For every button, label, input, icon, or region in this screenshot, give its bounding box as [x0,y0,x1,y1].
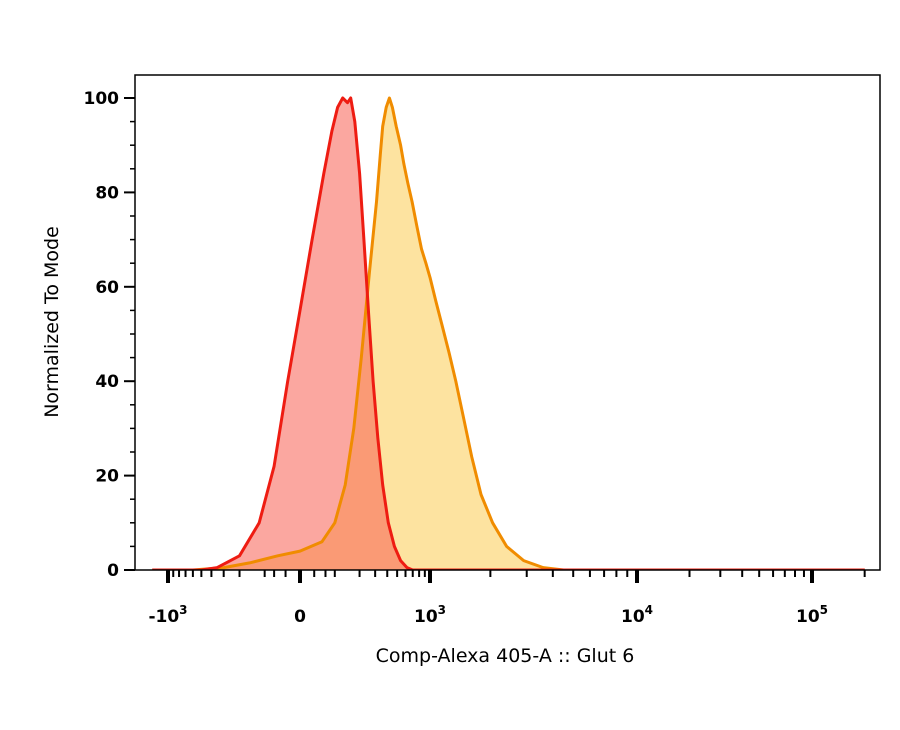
x-tick-label: 104 [621,603,653,627]
y-tick-label: 40 [95,372,119,392]
x-tick-exponent: 3 [179,603,187,617]
x-tick-exponent: 3 [438,603,446,617]
series-area-0 [152,98,865,570]
x-axis: -103 0 103 104 105 [148,570,866,627]
series-line-0 [152,96,865,570]
y-tick-label: 80 [95,183,119,203]
y-tick-label: 60 [95,278,119,298]
x-tick-label: 105 [796,603,828,627]
y-axis-label: Normalized To Mode [41,226,63,418]
x-tick-label: 103 [414,603,446,627]
series-area-1 [152,98,865,570]
x-tick-exponent: 4 [645,603,653,617]
x-tick-exponent: 5 [820,603,828,617]
x-tick-label: -103 [148,603,187,627]
x-axis-label: Comp-Alexa 405-A :: Glut 6 [376,645,635,667]
y-axis: 0 20 40 60 80 100 [84,89,135,581]
series-layer [152,96,865,570]
y-tick-label: 20 [95,467,119,487]
series-line-1 [152,96,865,570]
y-tick-label: 0 [107,561,119,581]
plot-frame [134,74,881,571]
x-tick-label: 0 [294,607,306,627]
y-tick-label: 100 [84,89,120,109]
